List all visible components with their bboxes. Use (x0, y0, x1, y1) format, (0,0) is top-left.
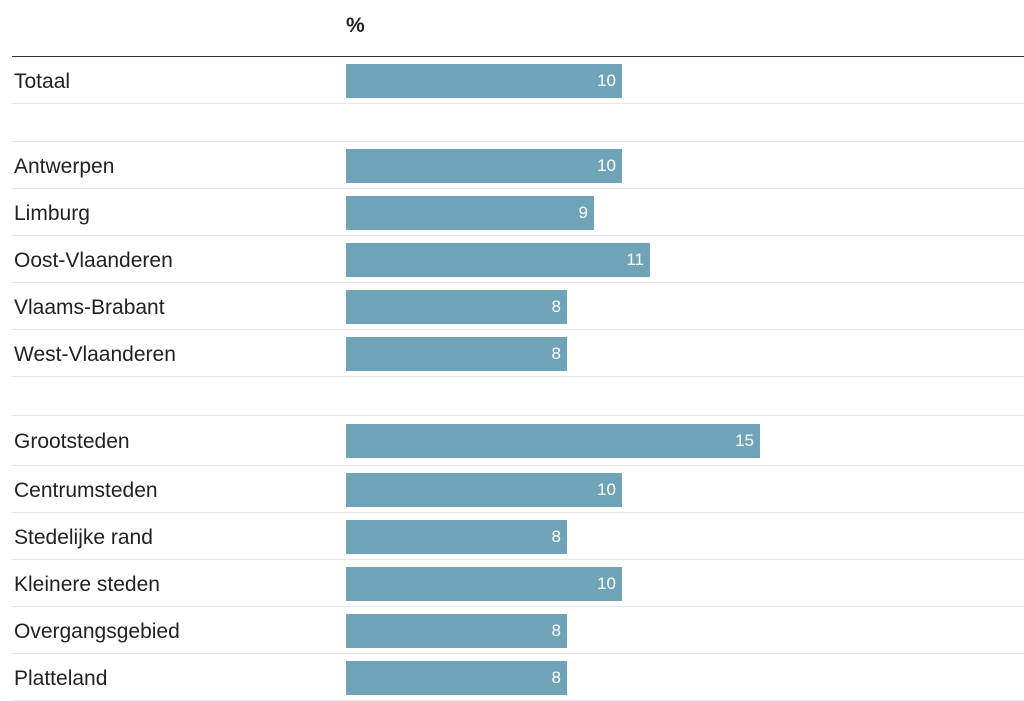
bar: 9 (346, 196, 594, 230)
bar-row: Centrumsteden 10 (12, 466, 1024, 513)
bar-value-label: 11 (626, 250, 644, 269)
bar-value-label: 8 (551, 621, 561, 640)
row-divider (12, 188, 1024, 189)
bar-value-label: 8 (551, 668, 561, 687)
category-label: Grootsteden (14, 430, 130, 453)
row-divider (12, 235, 1024, 236)
bar: 10 (346, 64, 622, 98)
bar-row: Stedelijke rand 8 (12, 513, 1024, 560)
category-label: Vlaams-Brabant (14, 296, 165, 319)
row-divider (12, 512, 1024, 513)
bar-row: Platteland 8 (12, 654, 1024, 701)
bar: 15 (346, 424, 760, 458)
group-spacer (12, 104, 1024, 142)
category-label: Centrumsteden (14, 479, 158, 502)
bar: 10 (346, 567, 622, 601)
category-label: West-Vlaanderen (14, 343, 176, 366)
row-divider (12, 415, 1024, 416)
bar: 8 (346, 520, 567, 554)
bar-value-label: 8 (551, 527, 561, 546)
bar-row: Overgangsgebied 8 (12, 607, 1024, 654)
category-label: Oost-Vlaanderen (14, 249, 173, 272)
bar-row: Limburg 9 (12, 189, 1024, 236)
bar-row: Oost-Vlaanderen 11 (12, 236, 1024, 283)
bar-row: Grootsteden 15 (12, 416, 1024, 466)
bar-value-label: 8 (551, 344, 561, 363)
category-label: Antwerpen (14, 155, 115, 178)
bar: 8 (346, 290, 567, 324)
bar-value-label: 10 (597, 156, 616, 175)
unit-header: % (346, 14, 365, 37)
row-divider (12, 141, 1024, 142)
category-label: Kleinere steden (14, 573, 160, 596)
group-spacer (12, 377, 1024, 416)
row-divider (12, 329, 1024, 330)
row-divider (12, 103, 1024, 104)
bar-value-label: 10 (597, 480, 616, 499)
bar: 11 (346, 243, 650, 277)
category-label: Platteland (14, 667, 108, 690)
bar-row: Totaal 10 (12, 57, 1024, 104)
bar-value-label: 10 (597, 71, 616, 90)
category-label: Stedelijke rand (14, 526, 153, 549)
row-divider (12, 465, 1024, 466)
bar-value-label: 9 (578, 203, 588, 222)
bar: 8 (346, 661, 567, 695)
row-divider (12, 282, 1024, 283)
bar: 8 (346, 614, 567, 648)
bar-row: Kleinere steden 10 (12, 560, 1024, 607)
category-label: Totaal (14, 70, 71, 93)
header-divider (12, 56, 1024, 57)
bar: 8 (346, 337, 567, 371)
row-divider (12, 376, 1024, 377)
bar-row: Vlaams-Brabant 8 (12, 283, 1024, 330)
bar: 10 (346, 149, 622, 183)
bar-row: West-Vlaanderen 8 (12, 330, 1024, 377)
row-divider (12, 653, 1024, 654)
bar-row: Antwerpen 10 (12, 142, 1024, 189)
row-divider (12, 606, 1024, 607)
category-label: Limburg (14, 202, 90, 225)
bar-value-label: 8 (551, 297, 561, 316)
category-label: Overgangsgebied (14, 620, 180, 643)
bar: 10 (346, 473, 622, 507)
bar-value-label: 15 (735, 431, 754, 450)
bar-value-label: 10 (597, 574, 616, 593)
row-divider (12, 559, 1024, 560)
